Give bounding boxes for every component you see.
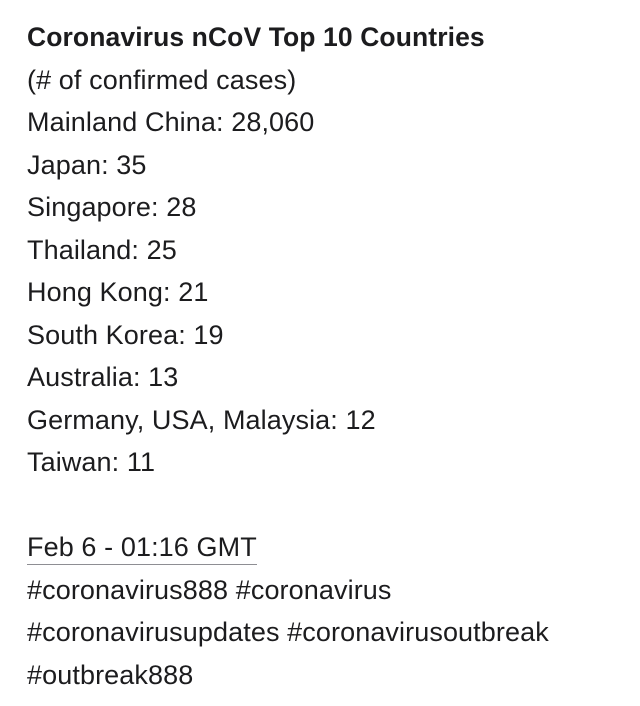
country-row: Thailand: 25 — [27, 234, 177, 265]
hashtag-line[interactable]: #outbreak888 — [27, 659, 194, 690]
hashtag-line[interactable]: #coronavirus888 #coronavirus — [27, 574, 392, 605]
country-row: Australia: 13 — [27, 362, 179, 392]
post-title: Coronavirus nCoV Top 10 Countries — [27, 22, 485, 52]
country-row: Hong Kong: 21 — [27, 277, 209, 307]
country-row: Japan: 35 — [27, 149, 147, 180]
country-row: Mainland China: 28,060 — [27, 107, 315, 137]
blank-line — [27, 484, 627, 527]
post-subtitle: (# of confirmed cases) — [27, 64, 297, 95]
post-text: Coronavirus nCoV Top 10 Countries (# of … — [27, 16, 627, 696]
timestamp-link[interactable]: Feb 6 - 01:16 GMT — [27, 530, 257, 565]
timestamp-row: Feb 6 - 01:16 GMT — [27, 526, 627, 569]
country-row: South Korea: 19 — [27, 319, 224, 350]
country-list: Mainland China: 28,060 Japan: 35 Singapo… — [27, 101, 627, 484]
country-row: Singapore: 28 — [27, 192, 197, 222]
hashtag-block: #coronavirus888 #coronavirus #coronaviru… — [27, 569, 627, 697]
country-row: Taiwan: 11 — [27, 447, 156, 477]
country-row: Germany, USA, Malaysia: 12 — [27, 404, 376, 435]
hashtag-line[interactable]: #coronavirusupdates #coronavirusoutbreak — [27, 617, 549, 647]
